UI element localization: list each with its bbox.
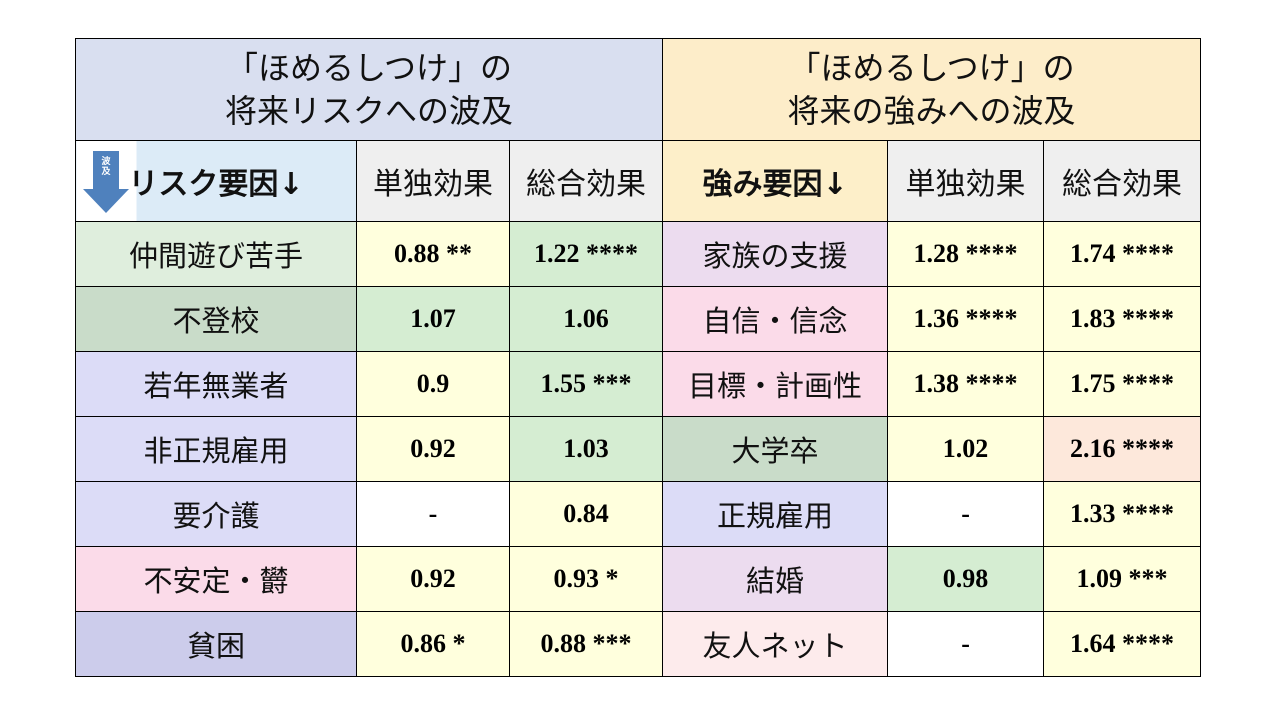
table-row: 仲間遊び苦手 0.88 ** 1.22 **** 家族の支援 1.28 ****…	[75, 221, 1202, 287]
strength-factor-header: 強み要因↓	[662, 140, 889, 222]
risk-title: 「ほめるしつけ」の 将来リスクへの波及	[74, 38, 664, 141]
risk-single-value: 0.92	[356, 546, 510, 612]
strength-single-value: -	[887, 611, 1045, 677]
risk-total-value: 1.55 ***	[508, 351, 664, 417]
strength-single-value: 1.28 ****	[887, 221, 1045, 287]
risk-factor-header: 波及 リスク要因↓	[75, 140, 357, 222]
strength-single-value: -	[887, 481, 1045, 547]
comparison-table: 「ほめるしつけ」の 将来リスクへの波及 「ほめるしつけ」の 将来の強みへの波及 …	[74, 38, 1202, 677]
strength-factor: 結婚	[662, 546, 889, 612]
strength-total-header: 総合効果	[1043, 140, 1202, 222]
risk-total-value: 0.84	[508, 481, 664, 547]
strength-single-value: 1.36 ****	[887, 286, 1045, 352]
strength-total-value: 1.09 ***	[1043, 546, 1202, 612]
risk-single-value: -	[356, 481, 510, 547]
risk-factor-label: リスク要因↓	[128, 167, 304, 202]
strength-single-value: 1.38 ****	[887, 351, 1045, 417]
strength-factor: 家族の支援	[662, 221, 889, 287]
risk-single-value: 0.9	[356, 351, 510, 417]
down-arrow-icon: 波及	[80, 151, 132, 215]
risk-total-value: 1.06	[508, 286, 664, 352]
table-row: 要介護 - 0.84 正規雇用 - 1.33 ****	[75, 481, 1202, 547]
risk-factor: 要介護	[75, 481, 357, 547]
strength-factor: 目標・計画性	[662, 351, 889, 417]
risk-title-line2: 将来リスクへの波及	[225, 91, 514, 130]
table-row: 不安定・欝 0.92 0.93 * 結婚 0.98 1.09 ***	[75, 546, 1202, 612]
strength-single-header: 単独効果	[887, 140, 1045, 222]
strength-factor: 自信・信念	[662, 286, 889, 352]
risk-title-line1: 「ほめるしつけ」の	[225, 48, 513, 87]
title-row: 「ほめるしつけ」の 将来リスクへの波及 「ほめるしつけ」の 将来の強みへの波及	[74, 38, 1202, 141]
table-row: 不登校 1.07 1.06 自信・信念 1.36 **** 1.83 ****	[75, 286, 1202, 352]
strength-total-value: 1.33 ****	[1043, 481, 1202, 547]
risk-total-value: 0.93 *	[508, 546, 664, 612]
table-row: 貧困 0.86 * 0.88 *** 友人ネット - 1.64 ****	[75, 611, 1202, 677]
table-row: 若年無業者 0.9 1.55 *** 目標・計画性 1.38 **** 1.75…	[75, 351, 1202, 417]
risk-total-header: 総合効果	[508, 140, 664, 222]
header-row: 波及 リスク要因↓ 単独効果 総合効果 強み要因↓ 単独効果 総合効果	[75, 140, 1202, 222]
strength-title-line2: 将来の強みへの波及	[787, 91, 1076, 130]
strength-total-value: 1.74 ****	[1043, 221, 1202, 287]
strength-factor: 友人ネット	[662, 611, 889, 677]
strength-total-value: 1.75 ****	[1043, 351, 1202, 417]
risk-factor: 若年無業者	[75, 351, 357, 417]
table-row: 非正規雇用 0.92 1.03 大学卒 1.02 2.16 ****	[75, 416, 1202, 482]
strength-title: 「ほめるしつけ」の 将来の強みへの波及	[662, 38, 1202, 141]
risk-single-value: 0.92	[356, 416, 510, 482]
strength-factor: 大学卒	[662, 416, 889, 482]
arrow-label: 波及	[101, 157, 111, 177]
risk-single-value: 0.86 *	[356, 611, 510, 677]
strength-single-value: 0.98	[887, 546, 1045, 612]
strength-total-value: 1.83 ****	[1043, 286, 1202, 352]
strength-factor: 正規雇用	[662, 481, 889, 547]
risk-factor: 不安定・欝	[75, 546, 357, 612]
strength-total-value: 2.16 ****	[1043, 416, 1202, 482]
risk-single-header: 単独効果	[356, 140, 510, 222]
risk-total-value: 1.22 ****	[508, 221, 664, 287]
strength-total-value: 1.64 ****	[1043, 611, 1202, 677]
risk-factor: 非正規雇用	[75, 416, 357, 482]
risk-single-value: 0.88 **	[356, 221, 510, 287]
risk-total-value: 1.03	[508, 416, 664, 482]
strength-title-line1: 「ほめるしつけ」の	[788, 48, 1075, 87]
strength-single-value: 1.02	[887, 416, 1045, 482]
risk-factor: 仲間遊び苦手	[75, 221, 357, 287]
risk-factor: 貧困	[75, 611, 357, 677]
risk-total-value: 0.88 ***	[508, 611, 664, 677]
risk-factor: 不登校	[75, 286, 357, 352]
risk-single-value: 1.07	[356, 286, 510, 352]
